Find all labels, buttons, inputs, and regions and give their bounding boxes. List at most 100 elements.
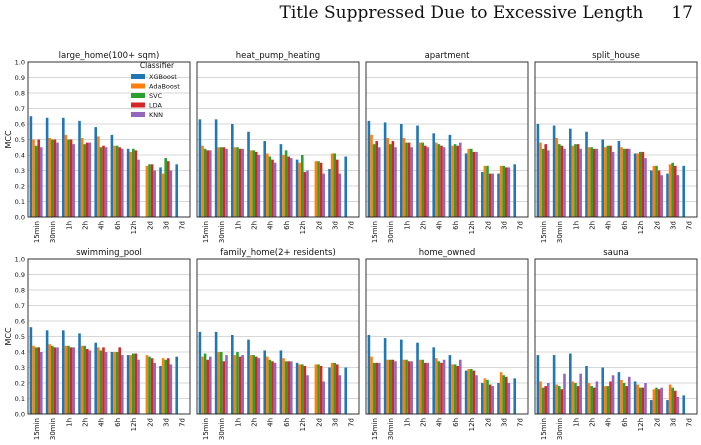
bar-xgboost-6h (448, 134, 452, 217)
bar-xgboost-30min (383, 338, 387, 414)
bar-xgboost-6h (279, 144, 283, 217)
bar-svc-12h (132, 148, 135, 217)
bar-svc-4h (99, 350, 103, 414)
bar-knn-1h (579, 148, 582, 217)
bar-lda-15min (37, 139, 40, 217)
bar-knn-2h (257, 155, 261, 217)
x-tick-label: 30min (556, 221, 564, 243)
legend-label-xgboost: XGBoost (149, 73, 177, 81)
x-tick-label: 30min (218, 418, 226, 440)
bar-adaboost-3d (668, 384, 672, 414)
x-tick-label: 1h (572, 418, 580, 427)
bar-lda-12h (472, 370, 476, 414)
bar-adaboost-1h (571, 381, 575, 414)
bar-xgboost-7d (682, 165, 686, 217)
bar-xgboost-12h (126, 355, 130, 414)
bar-lda-2d (319, 365, 323, 414)
bar-lda-12h (303, 365, 307, 414)
bar-knn-2h (595, 148, 599, 217)
bar-knn-6h (458, 359, 462, 414)
bar-lda-3d (336, 364, 339, 414)
bar-knn-4h (273, 162, 277, 217)
bar-adaboost-2h (587, 147, 591, 217)
bar-xgboost-6h (279, 350, 283, 414)
bar-lda-30min (391, 141, 395, 217)
panel-frame (365, 258, 529, 415)
bar-knn-12h (137, 159, 140, 217)
bar-knn-15min (546, 383, 550, 414)
bar-knn-2d (491, 173, 494, 217)
bar-knn-6h (627, 376, 631, 414)
bar-adaboost-4h (604, 147, 607, 217)
bar-adaboost-12h (636, 384, 639, 414)
x-tick-label: 7d (348, 418, 356, 427)
x-tick-label: 2h (589, 221, 597, 230)
panel-title: apartment (425, 51, 471, 61)
bar-lda-4h (440, 145, 443, 217)
bar-svc-12h (470, 148, 473, 217)
x-tick-label: 1h (403, 418, 411, 427)
bar-lda-1h (69, 139, 73, 217)
bar-svc-3d (333, 153, 336, 217)
y-tick-label: 0.9 (15, 74, 25, 82)
page-number: 17 (671, 3, 693, 23)
y-axis-label: MCC (4, 130, 13, 148)
bar-svc-12h (301, 364, 304, 414)
bar-adaboost-30min (48, 344, 51, 414)
x-tick-label: 15min (33, 221, 41, 243)
x-tick-label: 2d (315, 418, 323, 427)
bar-svc-15min (372, 362, 376, 414)
bar-knn-4h (611, 151, 615, 217)
bar-adaboost-1h (402, 359, 406, 414)
x-tick-label: 2h (420, 221, 428, 230)
bar-knn-1h (241, 355, 244, 414)
x-tick-label: 7d (348, 221, 356, 230)
y-axis-label: MCC (4, 327, 13, 345)
bar-xgboost-15min (29, 116, 33, 217)
bar-xgboost-6h (448, 355, 452, 414)
bar-xgboost-4h (263, 350, 267, 414)
x-tick-label: 7d (179, 221, 187, 230)
bar-xgboost-2h (247, 339, 250, 414)
bar-xgboost-12h (464, 370, 468, 414)
bar-svc-12h (132, 353, 135, 414)
bar-lda-2d (319, 162, 323, 217)
x-tick-label: 1h (234, 221, 242, 230)
bar-svc-2d (148, 356, 151, 414)
bar-adaboost-2h (80, 345, 84, 414)
bar-svc-4h (268, 156, 272, 217)
y-tick-label: 1.0 (15, 58, 25, 66)
bar-xgboost-2h (78, 333, 81, 414)
legend-swatch-adaboost (131, 83, 145, 89)
bar-xgboost-4h (432, 133, 436, 217)
bar-adaboost-1h (402, 137, 406, 217)
bar-xgboost-1h (569, 353, 572, 414)
panel-title: home_owned (419, 248, 476, 258)
bar-lda-3d (336, 159, 339, 217)
bar-knn-1h (579, 373, 582, 414)
bar-svc-3d (671, 162, 674, 217)
bar-knn-30min (225, 148, 228, 217)
bar-lda-1h (576, 144, 580, 217)
bar-knn-2d (322, 173, 325, 217)
x-tick-label: 15min (371, 221, 379, 243)
bar-svc-3d (502, 165, 505, 217)
bar-knn-2h (595, 381, 599, 414)
bar-xgboost-30min (214, 331, 218, 414)
x-tick-label: 4h (605, 221, 613, 230)
bar-lda-3d (674, 390, 677, 414)
x-tick-label: 12h (299, 221, 307, 234)
bar-lda-4h (102, 145, 105, 217)
x-tick-label: 15min (202, 418, 210, 440)
x-tick-label: 2d (484, 418, 492, 427)
bar-adaboost-2d (145, 355, 149, 414)
bar-adaboost-6h (282, 358, 285, 414)
bar-xgboost-4h (601, 367, 605, 414)
bar-knn-4h (442, 147, 446, 217)
bar-lda-12h (641, 387, 645, 414)
bar-lda-1h (238, 148, 242, 217)
bar-svc-12h (470, 369, 473, 414)
bar-knn-12h (644, 383, 647, 414)
bar-svc-6h (115, 352, 119, 414)
bar-lda-3d (674, 165, 677, 217)
